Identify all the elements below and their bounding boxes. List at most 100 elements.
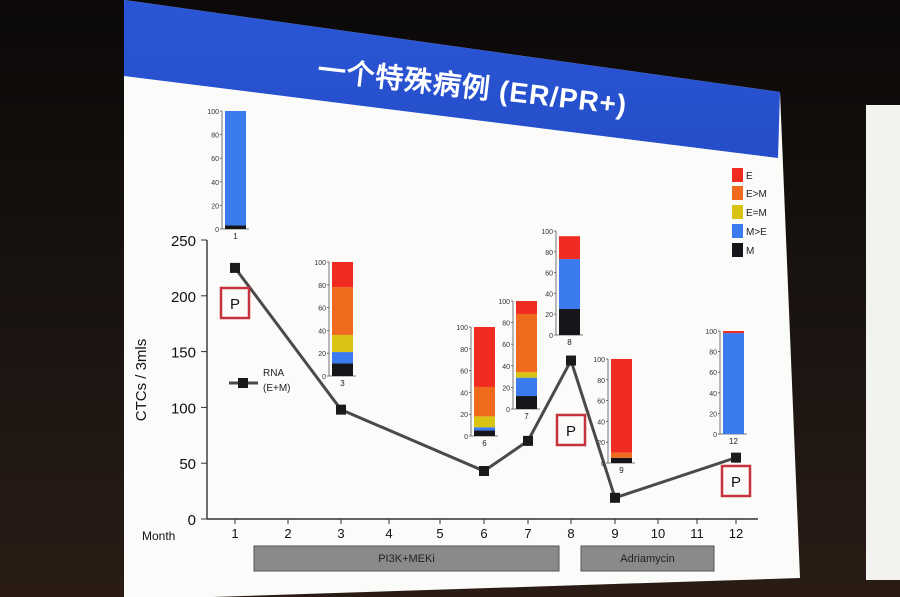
x-tick-label: 7 (524, 526, 531, 541)
legend-label-line2: (E+M) (263, 383, 291, 394)
legend-swatch (732, 168, 743, 182)
data-point (566, 355, 576, 366)
inset-tick-label: 100 (314, 260, 326, 267)
inset-tick-label: 80 (211, 133, 219, 140)
stacked-segment-e-eq-m (332, 334, 353, 353)
treatment-label: PI3K+MEKi (378, 553, 435, 565)
x-tick-label: 10 (651, 526, 665, 541)
p-annotation-box (219, 286, 251, 320)
stacked-segment-e (559, 236, 580, 260)
legend-label: M (746, 246, 754, 257)
treatment-bar (580, 545, 715, 572)
inset-tick-label: 60 (545, 271, 553, 278)
data-point (479, 466, 489, 477)
inset-tick-label: 20 (597, 440, 605, 447)
data-point (610, 492, 620, 503)
inset-tick-label: 80 (502, 321, 510, 328)
stacked-segment-m (474, 430, 495, 436)
inset-tick-label: 100 (541, 229, 553, 236)
x-tick-label: 6 (480, 526, 487, 541)
legend-swatch (732, 205, 743, 219)
y-tick-label: 50 (179, 456, 196, 473)
stacked-segment-m-gt-e (559, 259, 580, 309)
inset-tick-label: 0 (322, 374, 326, 381)
inset-bar-label: 6 (482, 439, 487, 448)
inset-tick-label: 60 (597, 399, 605, 406)
stacked-segment-e (723, 331, 744, 334)
secondary-screen (866, 105, 900, 580)
inset-tick-label: 60 (211, 156, 219, 163)
inset-tick-label: 100 (207, 109, 219, 116)
x-tick-label: 4 (385, 526, 392, 541)
inset-bar-label: 8 (567, 338, 572, 347)
x-tick-label: 12 (729, 526, 743, 541)
inset-tick-label: 20 (709, 411, 717, 418)
inset-tick-label: 0 (549, 333, 553, 340)
inset-tick-label: 40 (460, 390, 468, 397)
inset-tick-label: 20 (211, 203, 219, 210)
legend-label: E=M (746, 208, 767, 219)
inset-bar-label: 3 (340, 379, 345, 388)
x-tick-label: 3 (337, 526, 344, 541)
inset-tick-label: 80 (460, 347, 468, 354)
inset-tick-label: 60 (502, 342, 510, 349)
x-tick-label: 1 (231, 526, 238, 541)
stacked-segment-m (516, 396, 537, 409)
inset-bar-label: 1 (233, 232, 238, 241)
inset-tick-label: 100 (593, 357, 605, 364)
y-tick-label: 200 (171, 289, 196, 306)
stacked-segment-e-gt-m (611, 452, 632, 458)
y-axis-label: CTCs / 3mls (133, 339, 150, 422)
inset-tick-label: 0 (464, 434, 468, 441)
x-tick-label: 9 (611, 526, 618, 541)
stacked-segment-e (474, 327, 495, 387)
data-point (336, 404, 346, 415)
inset-bar-label: 12 (729, 437, 738, 446)
y-tick-label: 250 (171, 233, 196, 250)
inset-tick-label: 80 (709, 350, 717, 357)
stacked-segment-e-gt-m (474, 386, 495, 417)
stacked-segment-m (559, 309, 580, 335)
stacked-segment-m (332, 363, 353, 376)
legend-marker (238, 378, 248, 388)
p-annotation-box (720, 464, 752, 498)
treatment-bar (253, 545, 560, 572)
legend-label: M>E (746, 227, 767, 238)
p-annotation-box (555, 413, 587, 447)
inset-tick-label: 40 (709, 391, 717, 398)
inset-tick-label: 80 (597, 378, 605, 385)
legend-label: E (746, 171, 753, 182)
inset-tick-label: 100 (456, 325, 468, 332)
inset-tick-label: 0 (601, 461, 605, 468)
stacked-segment-e-eq-m (474, 416, 495, 428)
stacked-segment-m-gt-e (474, 427, 495, 431)
inset-bar-label: 7 (524, 412, 529, 421)
inset-tick-label: 20 (545, 312, 553, 319)
stacked-segment-m-gt-e (332, 352, 353, 364)
p-annotation-label: P (566, 423, 576, 440)
inset-tick-label: 80 (318, 283, 326, 290)
inset-tick-label: 20 (460, 412, 468, 419)
inset-tick-label: 0 (713, 432, 717, 439)
stacked-segment-e (611, 359, 632, 453)
inset-tick-label: 40 (318, 328, 326, 335)
data-point (230, 262, 240, 273)
inset-tick-label: 20 (318, 351, 326, 358)
stacked-segment-e (516, 301, 537, 314)
stacked-segment-m-gt-e (723, 333, 744, 434)
x-tick-label: 8 (567, 526, 574, 541)
inset-tick-label: 100 (705, 329, 717, 336)
inset-tick-label: 40 (545, 291, 553, 298)
p-annotation-label: P (230, 296, 240, 313)
legend-swatch (732, 186, 743, 200)
inset-tick-label: 100 (498, 299, 510, 306)
stacked-segment-m (225, 225, 246, 229)
inset-tick-label: 60 (709, 370, 717, 377)
stacked-segment-e-eq-m (516, 372, 537, 378)
stacked-segment-m (611, 457, 632, 463)
p-annotation-label: P (731, 474, 741, 491)
legend-label-line1: RNA (263, 368, 284, 379)
stacked-segment-m-gt-e (225, 111, 246, 226)
